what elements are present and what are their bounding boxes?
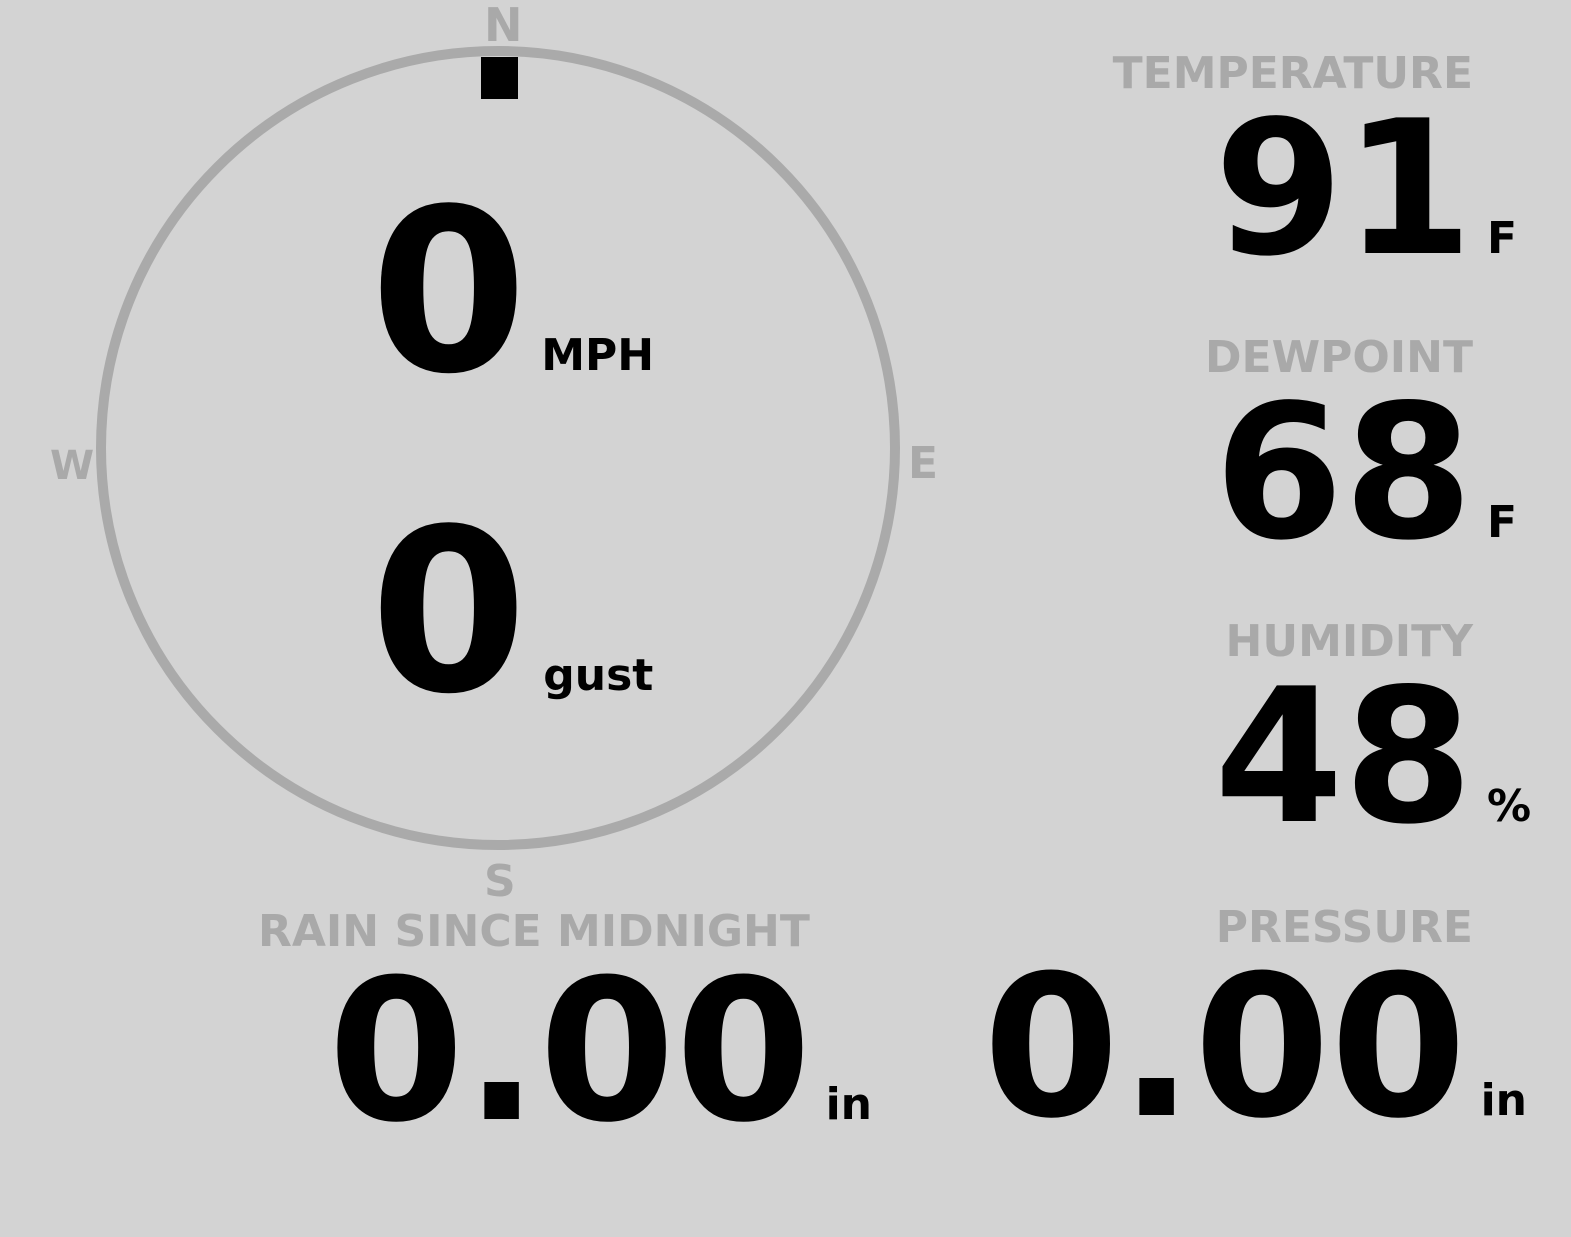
humidity-value: 48 xyxy=(1214,648,1473,865)
wind-compass xyxy=(96,46,900,850)
wind-gust-value: 0 xyxy=(370,481,528,744)
dewpoint-card: DEWPOINT 68 F xyxy=(1205,332,1517,581)
rain-label: RAIN SINCE MIDNIGHT xyxy=(258,906,810,957)
dewpoint-value: 68 xyxy=(1214,364,1473,581)
dewpoint-unit: F xyxy=(1487,497,1518,548)
temperature-unit: F xyxy=(1487,213,1518,264)
temperature-label: TEMPERATURE xyxy=(1112,48,1473,99)
compass-east-label: E xyxy=(908,438,939,489)
wind-direction-pointer xyxy=(481,57,518,99)
wind-gust-unit: gust xyxy=(543,650,654,701)
humidity-card: HUMIDITY 48 % xyxy=(1214,616,1531,865)
compass-south-label: S xyxy=(484,856,516,907)
pressure-label: PRESSURE xyxy=(1215,902,1473,953)
rain-card: RAIN SINCE MIDNIGHT 0.00 in xyxy=(258,906,872,1166)
rain-value: 0.00 xyxy=(328,938,812,1166)
wind-speed-unit: MPH xyxy=(541,330,655,381)
humidity-unit: % xyxy=(1487,781,1532,832)
pressure-unit: in xyxy=(1480,1075,1527,1126)
temperature-card: TEMPERATURE 91 F xyxy=(1112,48,1517,297)
pressure-card: PRESSURE 0.00 in xyxy=(983,902,1527,1162)
wind-speed: 0 MPH xyxy=(370,180,654,406)
wind-gust: 0 gust xyxy=(370,500,653,726)
rain-unit: in xyxy=(825,1079,872,1130)
compass-north-label: N xyxy=(484,0,523,52)
humidity-label: HUMIDITY xyxy=(1225,616,1473,667)
compass-west-label: W xyxy=(50,443,95,489)
dewpoint-label: DEWPOINT xyxy=(1205,332,1473,383)
wind-speed-value: 0 xyxy=(370,161,528,424)
temperature-value: 91 xyxy=(1214,80,1473,297)
pressure-value: 0.00 xyxy=(983,934,1467,1162)
compass-ring xyxy=(96,46,900,850)
